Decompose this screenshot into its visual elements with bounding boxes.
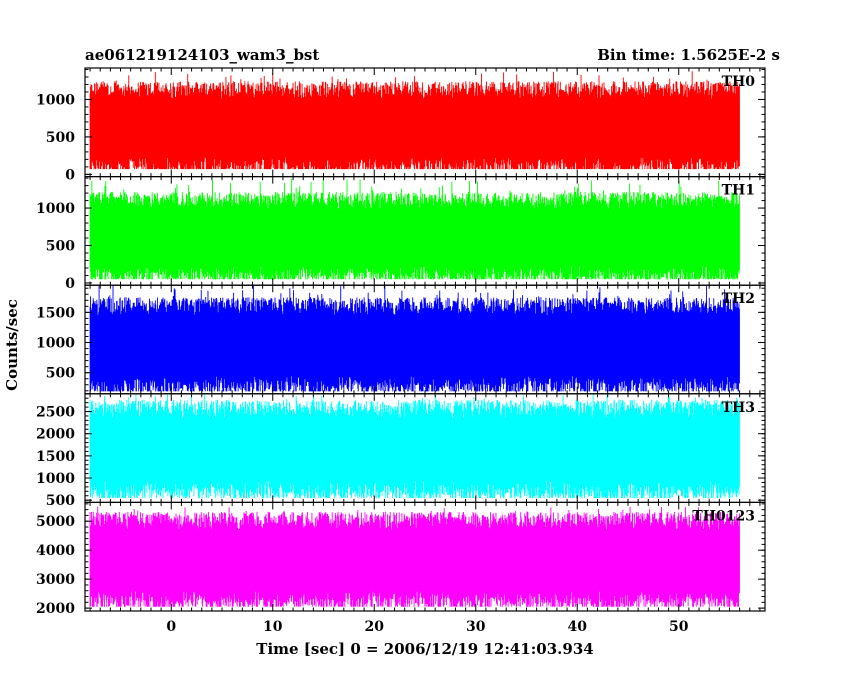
- panel-th0: 0 500 1000 TH0: [36, 67, 766, 183]
- panel-th2: 500 1000 1500 TH2: [36, 284, 766, 395]
- panel-label-th0123: TH0123: [692, 508, 755, 524]
- y-tick-label: 1500: [36, 449, 75, 465]
- series-th0123: [89, 506, 740, 607]
- series-th1: [89, 178, 740, 280]
- y-tick-label: 0: [65, 167, 75, 183]
- y-tick-label: 5000: [36, 514, 75, 530]
- y-tick-label: 1000: [36, 336, 75, 352]
- x-tick-label: 40: [567, 619, 587, 635]
- x-axis-title: Time [sec] 0 = 2006/12/19 12:41:03.934: [256, 640, 593, 658]
- panel-label-th0: TH0: [722, 74, 756, 90]
- bin-time-label: Bin time: 1.5625E-2 s: [597, 46, 780, 64]
- panel-frame: [84, 501, 766, 612]
- panel-label-th3: TH3: [722, 400, 755, 416]
- y-tick-label: 2000: [36, 427, 75, 443]
- chart-title: ae061219124103_wam3_bst: [85, 46, 319, 64]
- series-th2: [89, 285, 740, 392]
- y-tick-label: 3000: [36, 572, 75, 588]
- y-tick-label: 500: [46, 366, 75, 382]
- y-tick-label: 500: [46, 239, 75, 255]
- panel-th0123: 2000 3000 4000 5000 TH0123: [36, 501, 766, 617]
- x-tick-label: 30: [466, 619, 486, 635]
- y-tick-label: 2500: [36, 405, 75, 421]
- y-tick-label: 1000: [36, 92, 75, 108]
- y-tick-label: 1000: [36, 471, 75, 487]
- series-th0: [89, 71, 740, 170]
- panel-label-th1: TH1: [722, 183, 755, 199]
- y-tick-label: 500: [46, 130, 75, 146]
- y-tick-label: 4000: [36, 543, 75, 559]
- panel-label-th2: TH2: [722, 291, 755, 307]
- x-tick-label: 0: [166, 619, 176, 635]
- panel-th1: 0 500 1000 TH1: [36, 176, 766, 292]
- x-tick-label: 10: [263, 619, 283, 635]
- y-tick-label: 500: [46, 493, 75, 509]
- y-tick-label: 0: [65, 276, 75, 292]
- x-tick-label: 50: [669, 619, 689, 635]
- x-axis: 0 10 20 30 40 50: [166, 619, 688, 635]
- y-tick-label: 1000: [36, 201, 75, 217]
- panel-th3: 500 1000 1500 2000 2500 TH3: [36, 393, 766, 509]
- y-tick-label: 1500: [36, 305, 75, 321]
- panels-group: 0 500 1000 TH0 0 500 1000 TH1 500 1000 1500 TH2 500 1…: [36, 67, 766, 617]
- y-axis-title: Counts/sec: [3, 299, 21, 391]
- x-tick-label: 20: [365, 619, 385, 635]
- y-tick-label: 2000: [36, 601, 75, 617]
- series-th3: [89, 393, 740, 498]
